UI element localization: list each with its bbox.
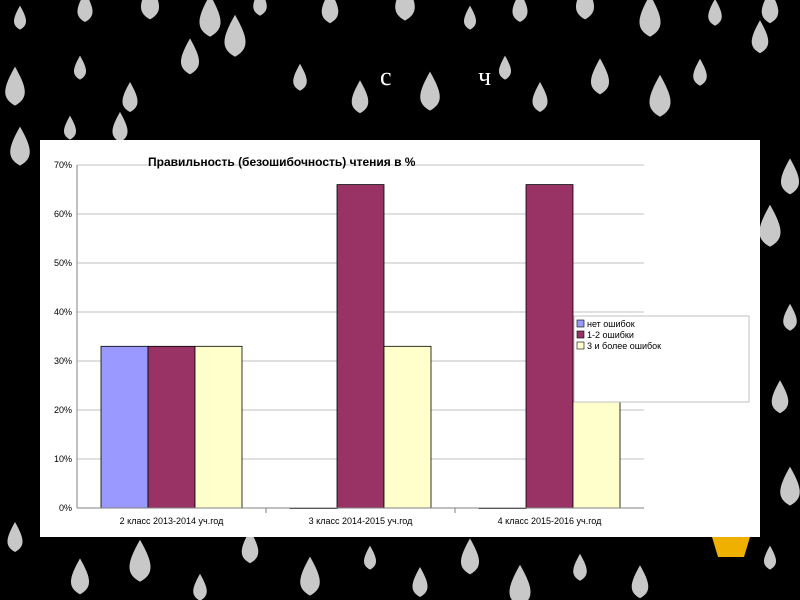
bar: [100, 345, 149, 509]
y-tick-label: 50%: [54, 258, 72, 268]
raindrop-shape: [253, 0, 267, 16]
raindrop-shape: [780, 158, 800, 195]
chart-panel: 0% 10% 20% 30% 40% 50% 60% 70% 2 класс 2013-201…: [40, 140, 760, 537]
y-tick-label: 70%: [54, 160, 72, 170]
raindrop-shape: [7, 522, 23, 552]
raindrop-shape: [180, 38, 200, 75]
y-tick-label: 10%: [54, 454, 72, 464]
raindrop-shape: [73, 55, 87, 80]
legend-entry: 1-2 ошибки: [587, 330, 634, 340]
raindrop-shape: [129, 539, 151, 582]
legend-entry: 3 и более ошибок: [587, 341, 661, 351]
bar: [572, 399, 621, 509]
legend-swatch: [576, 341, 585, 350]
raindrop-shape: [708, 0, 722, 26]
raindrop-shape: [590, 58, 610, 95]
bar: [336, 184, 385, 509]
y-tick-label: 30%: [54, 356, 72, 366]
raindrop-shape: [351, 80, 369, 114]
category-label: 3 класс 2014-2015 уч.год: [309, 516, 413, 526]
raindrop-shape: [693, 58, 707, 86]
raindrop-shape: [293, 63, 307, 91]
raindrop-shape: [199, 0, 221, 37]
bars: [100, 184, 621, 509]
raindrop-shape: [780, 466, 800, 506]
raindrop-shape: [63, 115, 77, 140]
raindrop-shape: [112, 112, 128, 142]
slide-title: с ч: [380, 62, 532, 91]
axes: [76, 165, 644, 513]
raindrop-shape: [300, 556, 320, 596]
category-label: 2 класс 2013-2014 уч.год: [120, 516, 224, 526]
raindrop-shape: [759, 204, 781, 247]
y-tick-label: 20%: [54, 405, 72, 415]
bar-chart: 0% 10% 20% 30% 40% 50% 60% 70% 2 класс 2013-201…: [54, 155, 750, 526]
legend-entry: нет ошибок: [587, 319, 635, 329]
raindrop-shape: [771, 380, 789, 414]
y-tick-label: 60%: [54, 209, 72, 219]
raindrop-shape: [751, 20, 769, 54]
raindrop-shape: [70, 558, 90, 595]
raindrop-shape: [573, 553, 587, 581]
category-labels: 2 класс 2013-2014 уч.год 3 класс 2014-201…: [120, 516, 602, 526]
raindrop-shape: [193, 573, 207, 600]
legend-swatch: [576, 319, 585, 328]
y-tick-label: 0%: [59, 503, 72, 513]
bar: [147, 345, 196, 509]
corner-decoration: [712, 537, 750, 557]
raindrop-shape: [631, 565, 649, 599]
bar: [525, 184, 574, 509]
chart-title: Правильность (безошибочность) чтения в %: [148, 155, 416, 169]
raindrop-shape: [241, 530, 259, 564]
raindrop-shape: [463, 5, 477, 30]
raindrop-shape: [509, 564, 531, 600]
category-label: 4 класс 2015-2016 уч.год: [498, 516, 602, 526]
raindrop-shape: [122, 82, 138, 112]
raindrop-shape: [141, 0, 159, 20]
raindrop-shape: [512, 0, 528, 22]
bar: [383, 345, 432, 509]
y-tick-label: 40%: [54, 307, 72, 317]
raindrop-shape: [576, 0, 594, 20]
raindrop-shape: [532, 82, 548, 112]
raindrop-shape: [13, 5, 27, 30]
bar: [194, 345, 243, 509]
raindrop-shape: [783, 303, 797, 331]
y-tick-labels: 0% 10% 20% 30% 40% 50% 60% 70%: [54, 160, 72, 513]
raindrop-shape: [10, 126, 30, 166]
legend-swatch: [576, 330, 585, 339]
raindrop-shape: [763, 545, 777, 570]
raindrop-shape: [321, 0, 339, 24]
raindrop-shape: [498, 55, 512, 80]
raindrop-shape: [412, 567, 428, 597]
raindrop-shape: [639, 0, 661, 37]
raindrop-shape: [649, 74, 671, 117]
raindrop-shape: [761, 0, 779, 24]
raindrop-shape: [224, 14, 246, 57]
raindrop-shape: [420, 71, 440, 111]
raindrop-shape: [460, 538, 480, 575]
raindrop-shape: [77, 0, 93, 22]
raindrop-shape: [395, 0, 415, 21]
raindrop-shape: [363, 545, 377, 570]
raindrop-shape: [5, 66, 25, 106]
legend-box: [573, 315, 750, 403]
